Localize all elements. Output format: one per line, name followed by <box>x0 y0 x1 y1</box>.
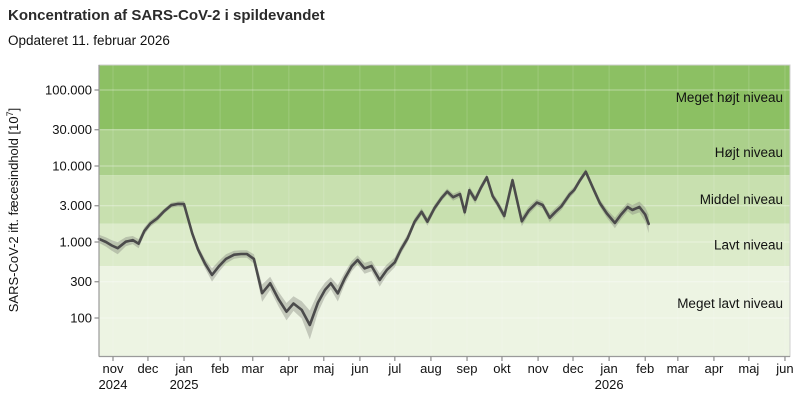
level-band <box>99 129 790 176</box>
x-tick-label: jun <box>775 361 793 376</box>
x-tick-label: dec <box>563 361 584 376</box>
page-title: Koncentration af SARS-CoV-2 i spildevand… <box>8 7 325 24</box>
y-axis-title: SARS-CoV-2 ift. fæcesindhold [107] <box>5 108 21 312</box>
x-tick-label: jun <box>350 361 368 376</box>
level-band-label: Meget lavt niveau <box>677 296 783 311</box>
x-tick-label: mar <box>242 361 265 376</box>
x-tick-label: feb <box>211 361 229 376</box>
x-tick-label: aug <box>420 361 442 376</box>
x-tick-year-label: 2026 <box>595 377 624 392</box>
data-series <box>97 168 651 340</box>
page-subtitle: Opdateret 11. februar 2026 <box>8 33 170 48</box>
y-tick-label: 100 <box>70 311 92 326</box>
x-tick-label: okt <box>493 361 511 376</box>
y-tick-label: 300 <box>70 274 92 289</box>
x-tick-label: apr <box>279 361 298 376</box>
x-tick-label: feb <box>636 361 654 376</box>
level-band <box>99 266 790 357</box>
x-tick-label: dec <box>137 361 158 376</box>
x-tick-label: nov <box>528 361 549 376</box>
level-band-label: Lavt niveau <box>714 237 783 252</box>
grid-lines <box>99 65 790 357</box>
y-tick-label: 10.000 <box>52 159 92 174</box>
level-bands <box>99 65 790 357</box>
x-tick-label: maj <box>313 361 334 376</box>
y-tick-label: 1.000 <box>59 235 92 250</box>
y-axis: 100.000 30.000 10.000 3.000 1.000 300 100 <box>45 83 99 326</box>
x-tick-label: mar <box>667 361 690 376</box>
x-tick-label: maj <box>738 361 759 376</box>
level-band-label: Meget højt niveau <box>676 90 783 105</box>
y-axis-title-main: SARS-CoV-2 ift. fæcesindhold [10 <box>6 116 21 312</box>
level-band-label: Middel niveau <box>700 192 783 207</box>
panel-frame <box>98 64 791 358</box>
y-tick-label: 3.000 <box>59 198 92 213</box>
level-band <box>99 65 790 130</box>
y-axis-title-bracket: ] <box>6 108 21 112</box>
level-band <box>99 175 790 224</box>
y-axis-title-exponent: 7 <box>5 111 15 116</box>
y-tick-label: 100.000 <box>45 83 92 98</box>
x-tick-label: apr <box>705 361 724 376</box>
x-tick-year-label: 2025 <box>170 377 199 392</box>
x-tick-label: jul <box>387 361 401 376</box>
level-band-label: Højt niveau <box>715 145 783 160</box>
x-tick-year-label: 2024 <box>99 377 128 392</box>
level-band-labels: Meget højt niveau Højt niveau Middel nivea… <box>676 90 783 311</box>
level-band <box>99 223 790 267</box>
x-tick-label: jan <box>599 361 617 376</box>
x-tick-label: nov <box>103 361 124 376</box>
x-tick-label: sep <box>457 361 478 376</box>
x-tick-label: jan <box>174 361 192 376</box>
y-tick-label: 30.000 <box>52 122 92 137</box>
concentration-trend-line <box>97 170 651 327</box>
